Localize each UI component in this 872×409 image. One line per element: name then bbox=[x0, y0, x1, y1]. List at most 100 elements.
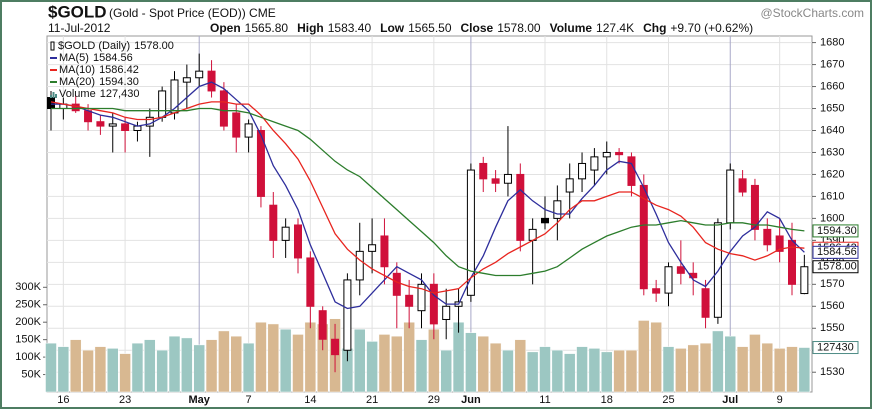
volume-bar bbox=[292, 334, 304, 393]
value-tag-label: 1578.00 bbox=[817, 261, 857, 273]
volume-bar bbox=[576, 346, 588, 393]
candle-body bbox=[380, 235, 389, 268]
candle-body bbox=[578, 162, 587, 180]
x-tick-label: 7 bbox=[246, 394, 252, 406]
candle-body bbox=[763, 228, 772, 246]
volume-bar bbox=[761, 342, 774, 393]
x-tick-label: Jun bbox=[461, 394, 481, 406]
candle-body bbox=[281, 226, 290, 241]
ma-line bbox=[51, 81, 805, 310]
volume-bar bbox=[144, 339, 156, 393]
volume-bar bbox=[662, 346, 675, 393]
y-tick-label: 1630 bbox=[820, 146, 844, 158]
volume-bar bbox=[403, 321, 415, 393]
quote-value: 127.4K bbox=[596, 21, 634, 35]
volume-bar bbox=[588, 348, 601, 393]
y2-tick-label: 200K bbox=[15, 316, 41, 328]
source: @StockCharts.com bbox=[760, 6, 864, 20]
volume-bar bbox=[440, 349, 452, 393]
candle-body bbox=[256, 129, 265, 197]
volume-bar bbox=[57, 346, 70, 393]
volume-bar bbox=[131, 342, 144, 393]
candle-body bbox=[652, 288, 661, 294]
x-tick-label: 14 bbox=[304, 394, 316, 406]
volume-bar bbox=[82, 349, 94, 393]
candle-body bbox=[429, 283, 438, 325]
candle-body bbox=[244, 123, 253, 138]
candle-body bbox=[195, 70, 204, 79]
volume-bar bbox=[699, 342, 712, 393]
candle-body bbox=[331, 338, 340, 356]
volume-bar bbox=[712, 330, 724, 393]
candle-body bbox=[96, 121, 105, 127]
candle-body bbox=[565, 178, 574, 193]
volume-bar bbox=[193, 344, 205, 393]
legend-value: 1586.42 bbox=[99, 64, 139, 76]
candle-body bbox=[84, 110, 93, 123]
volume-bar bbox=[638, 320, 650, 393]
quote-name: High bbox=[297, 21, 324, 35]
volume-bar bbox=[539, 346, 551, 393]
volume-bar bbox=[514, 339, 527, 393]
volume-bar bbox=[675, 348, 687, 393]
y2-tick-label: 150K bbox=[15, 334, 41, 346]
quote-value: +9.70 (+0.62%) bbox=[670, 21, 753, 35]
legend-value: 1594.30 bbox=[99, 76, 139, 88]
candle-body bbox=[306, 257, 315, 307]
candle-body bbox=[442, 305, 451, 320]
candle-body bbox=[491, 178, 500, 184]
candle-body bbox=[121, 123, 130, 131]
x-tick-label: 16 bbox=[57, 394, 69, 406]
y-tick-label: 1670 bbox=[820, 58, 844, 70]
legend-value: 127,430 bbox=[100, 88, 140, 100]
candle-body bbox=[590, 156, 599, 171]
volume-bar bbox=[279, 328, 292, 393]
header: $GOLD (Gold - Spot Price (EOD)) CME @Sto… bbox=[48, 2, 864, 35]
legend-value: 1578.00 bbox=[134, 40, 174, 52]
candle-body bbox=[553, 200, 562, 219]
volume-bar bbox=[242, 342, 255, 393]
volume-bar bbox=[304, 321, 317, 393]
quote-name: Chg bbox=[643, 21, 666, 35]
legend-icon bbox=[50, 95, 52, 98]
y-tick-label: 1570 bbox=[820, 278, 844, 290]
volume-bar bbox=[366, 341, 378, 393]
legend-icon bbox=[55, 94, 57, 98]
candle-body bbox=[355, 250, 364, 281]
legend-value: 1584.56 bbox=[93, 52, 133, 64]
y2-tick-label: 300K bbox=[15, 281, 41, 293]
volume-bar bbox=[415, 339, 428, 393]
candle-body bbox=[219, 90, 228, 127]
value-tag-label: 1584.56 bbox=[817, 246, 857, 258]
y-tick-label: 1550 bbox=[820, 322, 844, 334]
quote-name: Close bbox=[461, 21, 494, 35]
chart-title: $GOLD bbox=[48, 2, 107, 21]
x-tick-label: 9 bbox=[777, 394, 783, 406]
candle-body bbox=[726, 169, 735, 224]
chart-subtitle: (Gold - Spot Price (EOD)) CME bbox=[109, 6, 276, 20]
ma-line bbox=[50, 101, 805, 294]
candle-body bbox=[158, 90, 167, 118]
volume-bar bbox=[773, 348, 786, 393]
volume-bar bbox=[786, 346, 798, 393]
volume-bar bbox=[354, 328, 366, 393]
ma-line bbox=[51, 107, 805, 277]
y-tick-label: 1610 bbox=[820, 190, 844, 202]
candle-body bbox=[368, 244, 377, 252]
x-tick-label: 23 bbox=[119, 394, 131, 406]
x-tick-label: May bbox=[188, 394, 210, 406]
y-tick-label: 1600 bbox=[820, 212, 844, 224]
quote-name: Open bbox=[210, 21, 241, 35]
legend-icon bbox=[52, 92, 55, 98]
legend-icon bbox=[50, 41, 55, 51]
candle-body bbox=[639, 184, 648, 290]
candle-body bbox=[701, 288, 710, 318]
volume-bar bbox=[267, 323, 280, 393]
candle-body bbox=[269, 204, 278, 241]
volume-bar bbox=[156, 349, 168, 393]
volume-bar bbox=[601, 351, 613, 393]
value-tag bbox=[812, 245, 859, 259]
y-tick-label: 1620 bbox=[820, 168, 844, 180]
value-tag bbox=[812, 224, 859, 238]
